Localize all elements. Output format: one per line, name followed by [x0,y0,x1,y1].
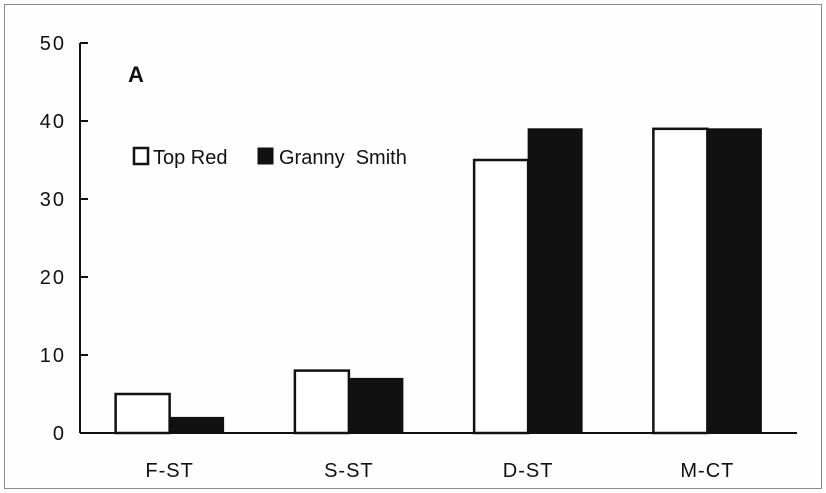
y-tick-label: 50 [40,33,66,55]
bar-top-red-f-st [114,392,171,435]
legend-swatch-granny-smith [257,147,274,165]
y-tick-label: 30 [40,189,66,211]
legend-swatch-top-red [132,146,150,166]
bar-top-red-d-st [472,158,530,435]
y-tick-label: 10 [40,345,66,367]
bar-granny-smith-d-st [527,128,583,434]
bar-top-red-m-ct [652,127,709,435]
y-tick-label: 40 [40,111,66,133]
bar-granny-smith-m-ct [706,128,762,434]
legend-label-top-red: Top Red [153,147,228,169]
x-tick-label: M-CT [680,460,734,482]
bar-granny-smith-s-st [348,377,404,434]
legend: Top Red Granny Smith [132,146,407,169]
bar-granny-smith-f-st [169,416,225,434]
x-tick-label: S-ST [324,460,374,482]
y-tick-label: 0 [53,423,66,445]
x-tick-label: F-ST [145,460,193,482]
x-axis: F-ST S-ST D-ST M-CT [80,432,797,482]
y-tick-label: 20 [40,267,66,289]
y-axis: 0 10 20 30 40 50 [40,33,88,445]
panel-label: A [128,62,144,87]
bar-top-red-s-st [293,369,351,435]
legend-label-granny-smith: Granny Smith [279,147,407,169]
x-tick-label: D-ST [503,460,554,482]
bars [114,127,762,435]
